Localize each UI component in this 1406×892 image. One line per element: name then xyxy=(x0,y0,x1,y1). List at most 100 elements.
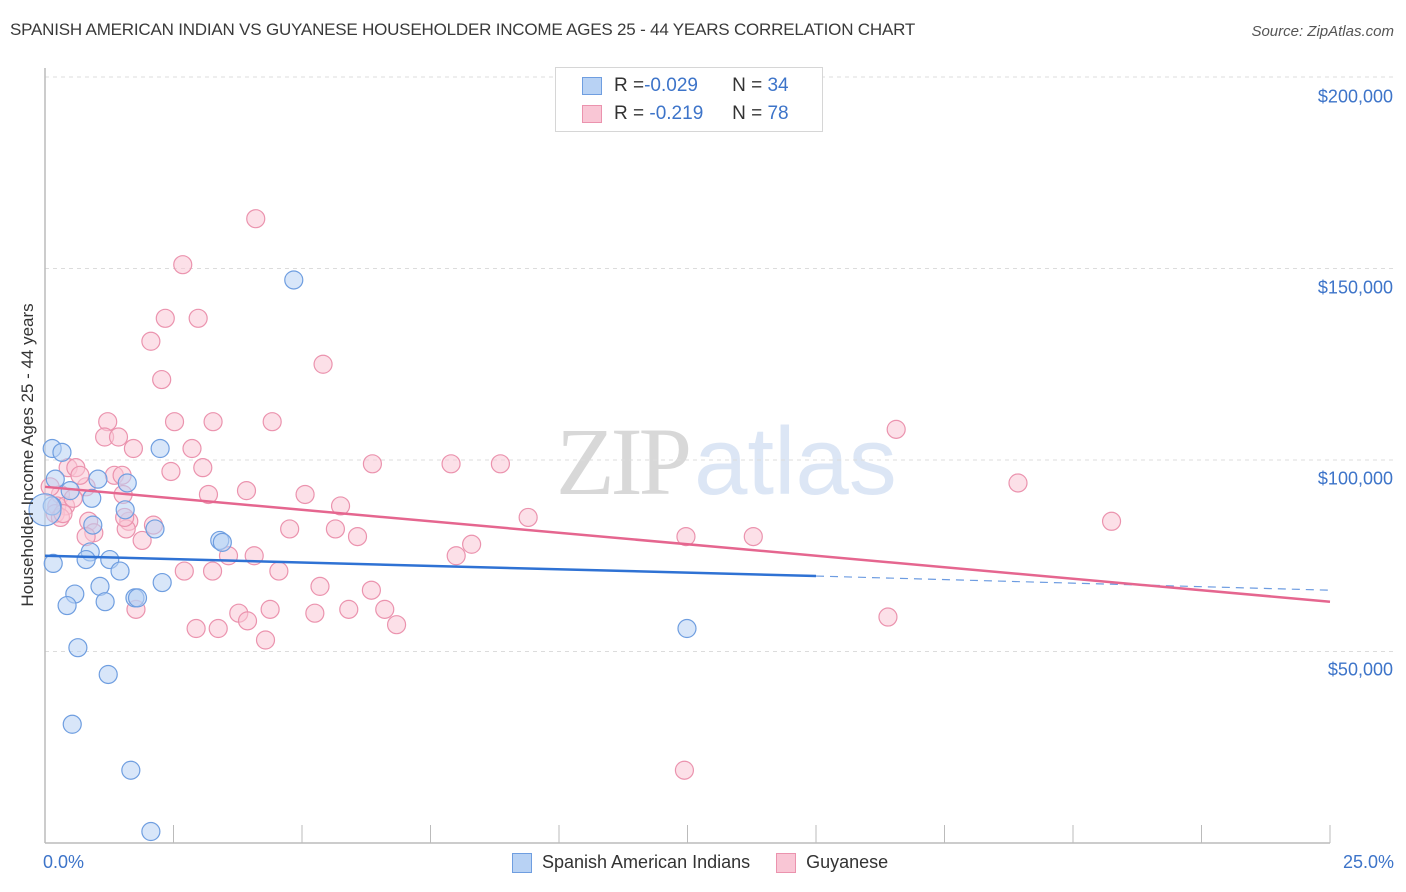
data-point xyxy=(743,526,763,547)
pink-trend-line xyxy=(44,485,1331,603)
data-point xyxy=(28,493,62,527)
n-value: 78 xyxy=(767,103,789,124)
watermark-zip: ZIP xyxy=(556,408,692,515)
data-point xyxy=(518,507,538,528)
data-point xyxy=(68,638,88,658)
data-point xyxy=(310,576,330,596)
data-point xyxy=(674,760,695,780)
legend-item-guyanese[interactable]: Guyanese xyxy=(776,852,888,873)
spanish-american-indian-points xyxy=(28,270,697,842)
data-point xyxy=(362,454,383,474)
gridlines xyxy=(45,76,1395,652)
data-point xyxy=(339,599,359,619)
data-point xyxy=(188,308,208,328)
data-point xyxy=(132,530,152,551)
data-point xyxy=(325,519,346,539)
data-point xyxy=(182,438,202,459)
y-tick-50k: $50,000 xyxy=(1327,659,1393,680)
data-point xyxy=(886,419,906,439)
data-point xyxy=(88,469,108,489)
data-point xyxy=(237,611,258,631)
legend-item-spanish-american-indians[interactable]: Spanish American Indians xyxy=(512,852,750,873)
data-point xyxy=(52,442,72,462)
data-point xyxy=(108,427,129,447)
data-point xyxy=(152,369,172,390)
data-point xyxy=(164,412,185,432)
x-tick-max: 25.0% xyxy=(1342,852,1394,872)
data-point xyxy=(878,607,898,627)
data-point xyxy=(441,454,461,474)
data-point xyxy=(386,615,407,635)
n-label: N = xyxy=(732,75,768,96)
data-point xyxy=(150,438,170,459)
data-point xyxy=(123,438,144,459)
data-point xyxy=(280,519,300,539)
data-point xyxy=(186,618,206,639)
y-tick-200k: $200,000 xyxy=(1317,86,1393,107)
data-point xyxy=(43,553,63,574)
data-point xyxy=(115,500,135,520)
data-point xyxy=(676,526,696,547)
stats-legend: R = -0.029 N = 34 R = -0.219 N = 78 xyxy=(555,67,823,132)
data-point xyxy=(174,561,194,581)
data-point xyxy=(375,599,395,619)
source-credit: Source: ZipAtlas.com xyxy=(1251,23,1394,40)
data-point xyxy=(305,603,325,623)
data-point xyxy=(62,714,82,734)
r-value: -0.219 xyxy=(644,103,704,124)
data-point xyxy=(83,515,103,535)
series-legend: Spanish American Indians Guyanese xyxy=(512,852,914,873)
data-point xyxy=(173,255,193,275)
data-point xyxy=(57,595,77,616)
blue-swatch-icon xyxy=(512,852,532,873)
data-point xyxy=(361,580,381,600)
data-point xyxy=(127,588,148,608)
data-point xyxy=(76,549,96,570)
y-tick-100k: $100,000 xyxy=(1317,468,1393,489)
legend-label: Guyanese xyxy=(806,852,889,872)
r-value: -0.029 xyxy=(644,75,698,96)
data-point xyxy=(246,209,266,229)
blue-swatch-icon xyxy=(582,77,602,95)
data-point xyxy=(141,331,161,351)
data-point xyxy=(110,561,130,581)
data-point xyxy=(203,412,223,432)
blue-trend-line xyxy=(44,554,817,578)
data-point xyxy=(236,481,257,501)
data-point xyxy=(330,496,351,516)
data-point xyxy=(45,469,65,489)
chart-title: SPANISH AMERICAN INDIAN VS GUYANESE HOUS… xyxy=(10,20,916,39)
legend-label: Spanish American Indians xyxy=(542,852,751,872)
data-point xyxy=(208,618,228,639)
pink-swatch-icon xyxy=(582,105,602,123)
trend-lines xyxy=(44,485,1331,603)
r-label: R = xyxy=(614,75,645,96)
zipatlas-watermark: ZIPatlas xyxy=(556,406,897,517)
data-point xyxy=(677,618,697,639)
pink-swatch-icon xyxy=(776,852,797,873)
x-tick-min: 0.0% xyxy=(43,852,85,872)
data-point xyxy=(255,630,276,650)
n-value: 34 xyxy=(767,75,789,96)
data-point xyxy=(202,561,223,581)
legend-row-blue: R = -0.029 N = 34 xyxy=(582,74,789,98)
data-point xyxy=(269,561,289,581)
axes-lines xyxy=(44,68,1331,844)
r-label: R = xyxy=(614,103,645,124)
data-point xyxy=(490,454,511,474)
data-point xyxy=(193,458,213,478)
data-point xyxy=(262,412,282,432)
watermark-atlas: atlas xyxy=(694,408,897,515)
data-point xyxy=(1101,511,1122,531)
data-point xyxy=(313,354,333,374)
guyanese-points xyxy=(40,209,1122,780)
blue-trend-extension xyxy=(815,575,1331,591)
y-axis-label: Householder Income Ages 25 - 44 years xyxy=(18,303,37,607)
data-point xyxy=(212,532,232,552)
data-point xyxy=(117,473,137,493)
data-point xyxy=(141,821,161,842)
legend-row-pink: R = -0.219 N = 78 xyxy=(582,102,789,126)
data-point xyxy=(347,526,368,547)
data-point xyxy=(152,572,172,593)
data-point xyxy=(145,519,165,539)
